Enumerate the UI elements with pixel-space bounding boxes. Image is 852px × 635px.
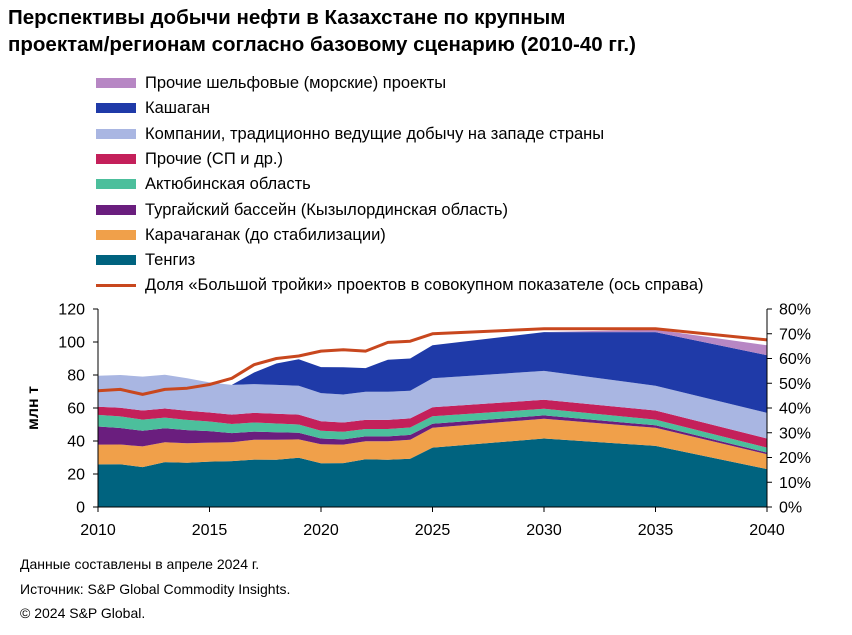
x-tick-label-3: 2025: [415, 522, 451, 539]
y-tick-label-left-0: 0: [76, 500, 85, 517]
x-tick-label-4: 2030: [526, 522, 562, 539]
legend-swatch-0: [96, 78, 136, 88]
y-axis-label: млн т: [25, 386, 42, 430]
area-series-5: [98, 370, 767, 439]
x-tick-label-0: 2010: [80, 522, 116, 539]
chart-title: Перспективы добычи нефти в Казахстане по…: [8, 4, 838, 58]
x-tick-label-6: 2040: [749, 522, 785, 539]
note-source: Источник: S&P Global Commodity Insights.: [20, 580, 291, 597]
area-layers: [98, 329, 767, 507]
y-tick-label-left-2: 40: [67, 434, 85, 451]
legend-swatch-4: [96, 179, 136, 190]
y-tick-label-left-1: 20: [67, 467, 85, 484]
y-tick-label-right-8: 80%: [779, 302, 811, 319]
legend-label-2: Компании, традиционно ведущие добычу на …: [145, 124, 605, 143]
area-series-0: [98, 438, 767, 507]
area-series-1: [98, 418, 767, 470]
y-tick-label-right-5: 50%: [779, 376, 811, 393]
y-tick-label-left-4: 80: [67, 368, 85, 385]
x-tick-label-2: 2020: [303, 522, 339, 539]
y-tick-label-left-6: 120: [58, 302, 85, 319]
share-line: [97, 327, 768, 396]
note-date: Данные составлены в апреле 2024 г.: [20, 556, 260, 572]
area-series-6: [98, 332, 767, 413]
legend-label-7: Тенгиз: [145, 251, 196, 270]
legend-label-1: Кашаган: [145, 99, 211, 118]
legend-swatch-8: [96, 284, 136, 288]
chart-notes: Данные составлены в апреле 2024 г. Источ…: [20, 552, 290, 626]
legend-swatch-2: [96, 128, 136, 139]
chart-title-line-2: проектам/регионам согласно базовому сцен…: [8, 33, 636, 56]
y-tick-label-left-3: 60: [67, 401, 85, 418]
legend-label-8: Доля «Большой тройки» проектов в совокуп…: [145, 276, 704, 295]
legend-label-6: Карачаганак (до стабилизации): [145, 225, 386, 244]
legend-swatch-5: [96, 204, 136, 215]
area-series-3: [98, 408, 767, 453]
y-tick-label-right-3: 30%: [779, 425, 811, 442]
y-tick-label-right-1: 10%: [779, 475, 811, 492]
legend-label-4: Актюбинская область: [145, 175, 311, 194]
y-tick-label-right-6: 60%: [779, 351, 811, 368]
legend-label-0: Прочие шельфовые (морские) проекты: [145, 74, 447, 92]
y-tick-label-right-7: 70%: [779, 326, 811, 343]
stacked-area-chart: 0204060801001200%10%20%30%40%50%60%70%80…: [25, 302, 811, 540]
note-copyright: © 2024 S&P Global.: [20, 605, 146, 621]
y-tick-label-right-4: 40%: [779, 401, 811, 418]
legend-swatch-1: [96, 103, 136, 114]
area-series-2: [98, 415, 767, 455]
x-tick-label-1: 2015: [192, 522, 228, 539]
legend-swatch-7: [96, 255, 136, 266]
y-tick-label-right-2: 20%: [779, 450, 811, 467]
legend-swatch-3: [96, 153, 136, 164]
y-tick-label-left-5: 100: [58, 335, 85, 352]
legend-swatch-6: [96, 229, 136, 240]
legend-label-5: Тургайский бассейн (Кызылординская облас…: [145, 200, 509, 219]
legend-label-3: Прочие (СП и др.): [145, 149, 283, 168]
y-tick-label-right-0: 0%: [779, 500, 802, 517]
chart-title-line-1: Перспективы добычи нефти в Казахстане по…: [8, 6, 566, 29]
area-series-4: [98, 399, 767, 448]
x-tick-label-5: 2035: [638, 522, 674, 539]
